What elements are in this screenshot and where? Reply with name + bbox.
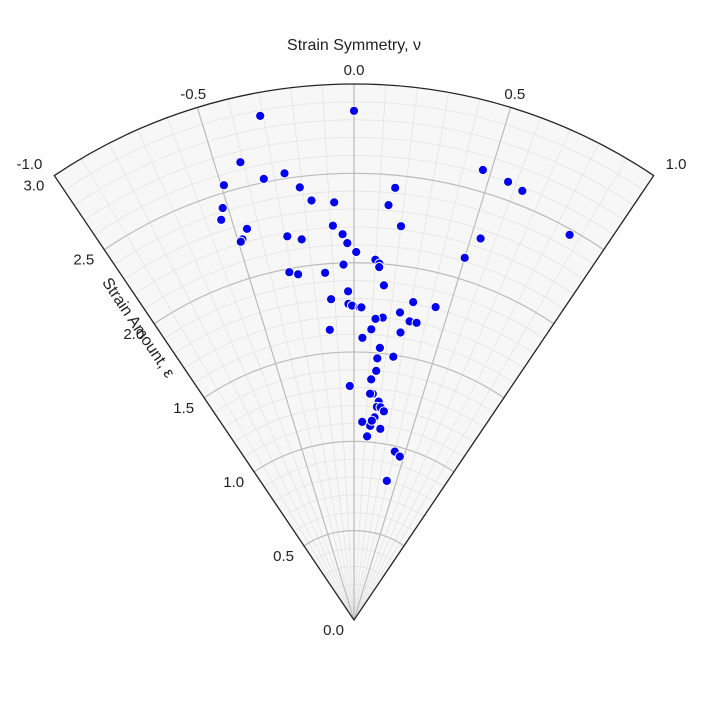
data-point [326,294,337,305]
x-tick-label: 1.0 [666,156,687,173]
data-point [306,195,317,206]
data-point [395,327,406,338]
data-point [296,234,307,245]
data-point [459,252,470,263]
data-point [381,475,392,486]
data-point [503,176,514,187]
x-tick-label: 0.0 [344,62,365,79]
data-point [258,173,269,184]
y-tick-label: 1.0 [223,474,244,491]
data-point [366,324,377,335]
data-point [343,286,354,297]
data-point [284,267,295,278]
data-point [517,185,528,196]
data-point [383,200,394,211]
data-point [216,214,227,225]
data-point [370,313,381,324]
data-point [235,157,246,168]
data-point [564,229,575,240]
data-point [329,197,340,208]
data-point [477,164,488,176]
data-point [475,233,486,244]
y-tick-label: 0.0 [323,622,344,639]
data-point [357,416,368,427]
data-point [327,220,338,231]
data-points [216,105,575,486]
data-point [338,259,349,270]
data-point [375,423,386,434]
y-tick-label: 0.5 [273,548,294,565]
data-point [218,180,229,191]
data-point [366,415,377,426]
data-point [255,110,266,122]
y-tick-label: 2.5 [73,252,94,269]
data-point [337,229,348,240]
data-point [366,374,377,385]
data-point [357,332,368,343]
data-point [344,380,355,392]
data-point [372,353,383,364]
plot-frame [53,83,655,622]
data-point [390,182,401,193]
data-point [394,307,406,318]
data-point [430,302,441,313]
data-point [378,280,389,291]
x-tick-label: 0.5 [504,86,525,103]
data-point [342,238,353,249]
data-point [371,365,382,376]
y-tick-labels: 0.0 0.5 1.0 1.5 2.0 2.5 3.0 [23,178,344,639]
x-axis-title: Strain Symmetry, ν [287,37,421,54]
data-point [411,317,422,328]
data-point [408,297,419,308]
data-point [374,342,385,353]
data-point [282,231,293,242]
data-point [235,236,246,247]
data-point [378,406,389,417]
data-point [294,182,305,193]
data-point [374,262,385,273]
y-tick-label: 3.0 [23,178,44,195]
major-grid-ray [353,107,512,621]
major-grid-ray [196,107,355,621]
data-point [279,168,290,179]
data-point [351,246,362,258]
data-point [320,267,331,278]
data-point [365,388,376,399]
x-tick-label: -0.5 [180,86,206,103]
data-point [362,431,373,442]
data-point [324,324,335,335]
data-point [241,223,253,234]
data-point [217,202,228,214]
x-tick-labels: -1.0 -0.5 0.0 0.5 1.0 [17,62,687,173]
data-point [348,105,360,116]
data-point [356,302,367,313]
sector-frame [53,83,655,622]
data-point [388,351,399,362]
data-point [293,269,304,280]
grid [64,84,644,621]
y-tick-label: 2.0 [123,326,144,343]
y-tick-label: 1.5 [173,400,194,417]
x-tick-label: -1.0 [17,156,43,173]
data-point [394,451,405,462]
data-point [395,221,407,232]
